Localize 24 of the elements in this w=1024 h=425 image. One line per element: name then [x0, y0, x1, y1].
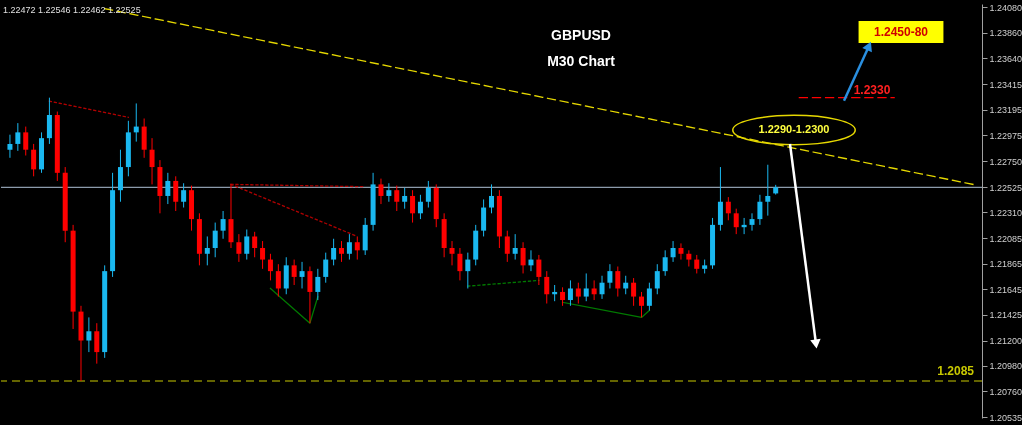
y-tick-label: 1.20980 — [989, 361, 1023, 372]
y-tick-label: 1.22975 — [989, 130, 1023, 141]
annotation: 1.2450-80 — [873, 25, 929, 39]
y-tick-label: 1.22750 — [989, 156, 1023, 167]
y-tick-label: 1.23860 — [989, 28, 1023, 39]
y-tick-label: 1.23415 — [989, 79, 1023, 90]
annotation: 1.2290-1.2300 — [758, 123, 830, 135]
y-tick-label: 1.22310 — [989, 207, 1023, 218]
y-tick-label: 1.21200 — [989, 336, 1023, 347]
y-tick-label: 1.23640 — [989, 53, 1023, 64]
y-tick-label: 1.22525 — [989, 182, 1023, 193]
y-tick-label: 1.20535 — [989, 412, 1023, 423]
y-tick-label: 1.22085 — [989, 233, 1023, 244]
text: M30 Chart — [547, 53, 616, 69]
y-tick-label: 1.21865 — [989, 259, 1023, 270]
text: GBPUSD — [551, 27, 611, 43]
annotation: 1.2330 — [853, 82, 891, 97]
y-tick-label: 1.21425 — [989, 310, 1023, 320]
y-tick-label: 1.23195 — [989, 105, 1023, 116]
ref-line-label: 1.2085 — [937, 363, 975, 378]
annotation: 1.22472 1.22546 1.22462 1.22525 — [3, 5, 141, 15]
y-tick-label: 1.20760 — [989, 386, 1023, 397]
y-tick-label: 1.21645 — [989, 284, 1023, 295]
y-tick-label: 1.24080 — [989, 2, 1023, 13]
